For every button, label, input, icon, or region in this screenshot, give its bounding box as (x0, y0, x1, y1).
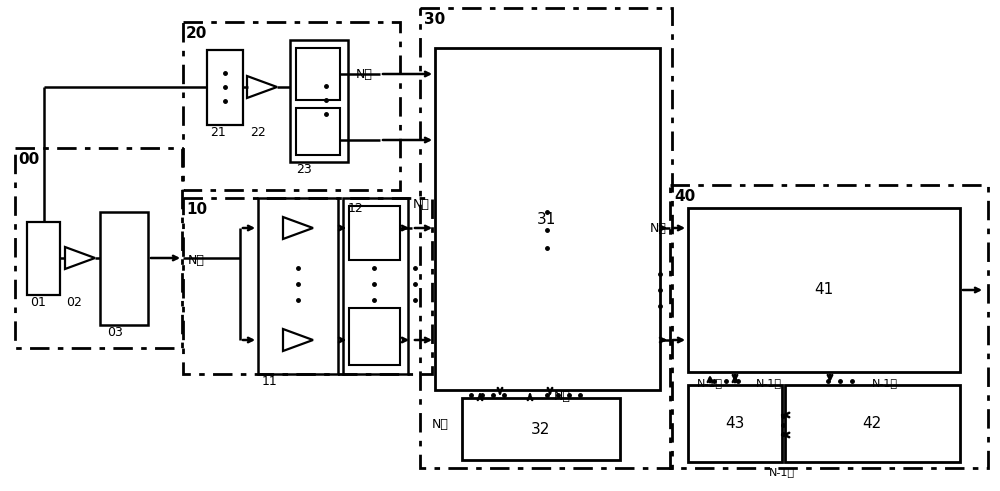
Text: 12: 12 (348, 202, 364, 215)
Text: 22: 22 (250, 126, 266, 139)
Bar (27, 222, 60, 295)
Bar (435, 48, 660, 390)
Bar (183, 198, 432, 374)
Text: 01: 01 (30, 296, 46, 309)
Bar (207, 50, 243, 125)
Bar (349, 206, 400, 260)
Bar (349, 308, 400, 365)
Bar (296, 108, 340, 155)
Bar (183, 22, 400, 190)
Text: N-1路: N-1路 (756, 378, 782, 388)
Bar (15, 148, 182, 348)
Text: N路: N路 (413, 198, 430, 211)
Bar (343, 198, 408, 374)
Bar (688, 385, 782, 462)
Text: 31: 31 (537, 213, 557, 227)
Bar (462, 398, 620, 460)
Bar (670, 185, 988, 468)
Text: 03: 03 (107, 326, 123, 339)
Bar (785, 385, 960, 462)
Text: 11: 11 (262, 375, 278, 388)
Bar (296, 48, 340, 100)
Bar (290, 40, 348, 162)
Bar (258, 198, 338, 374)
Text: N路: N路 (554, 390, 571, 403)
Text: 20: 20 (186, 26, 207, 41)
Text: 21: 21 (210, 126, 226, 139)
Text: N-1路: N-1路 (697, 378, 723, 388)
Bar (420, 8, 672, 468)
Text: 40: 40 (674, 189, 695, 204)
Text: 10: 10 (186, 202, 207, 217)
Text: 41: 41 (814, 282, 834, 298)
Text: N-1路: N-1路 (769, 467, 795, 477)
Text: 43: 43 (725, 415, 745, 431)
Text: 23: 23 (296, 163, 312, 176)
Text: N路: N路 (188, 254, 205, 267)
Bar (100, 212, 148, 325)
Text: 42: 42 (862, 415, 882, 431)
Text: N路: N路 (356, 68, 373, 81)
Text: N-1路: N-1路 (872, 378, 898, 388)
Text: 32: 32 (530, 422, 550, 437)
Text: 00: 00 (18, 152, 39, 167)
Text: 02: 02 (66, 296, 82, 309)
Text: 30: 30 (424, 12, 445, 27)
Bar (688, 208, 960, 372)
Text: N路: N路 (432, 418, 449, 431)
Text: N路: N路 (650, 222, 667, 235)
